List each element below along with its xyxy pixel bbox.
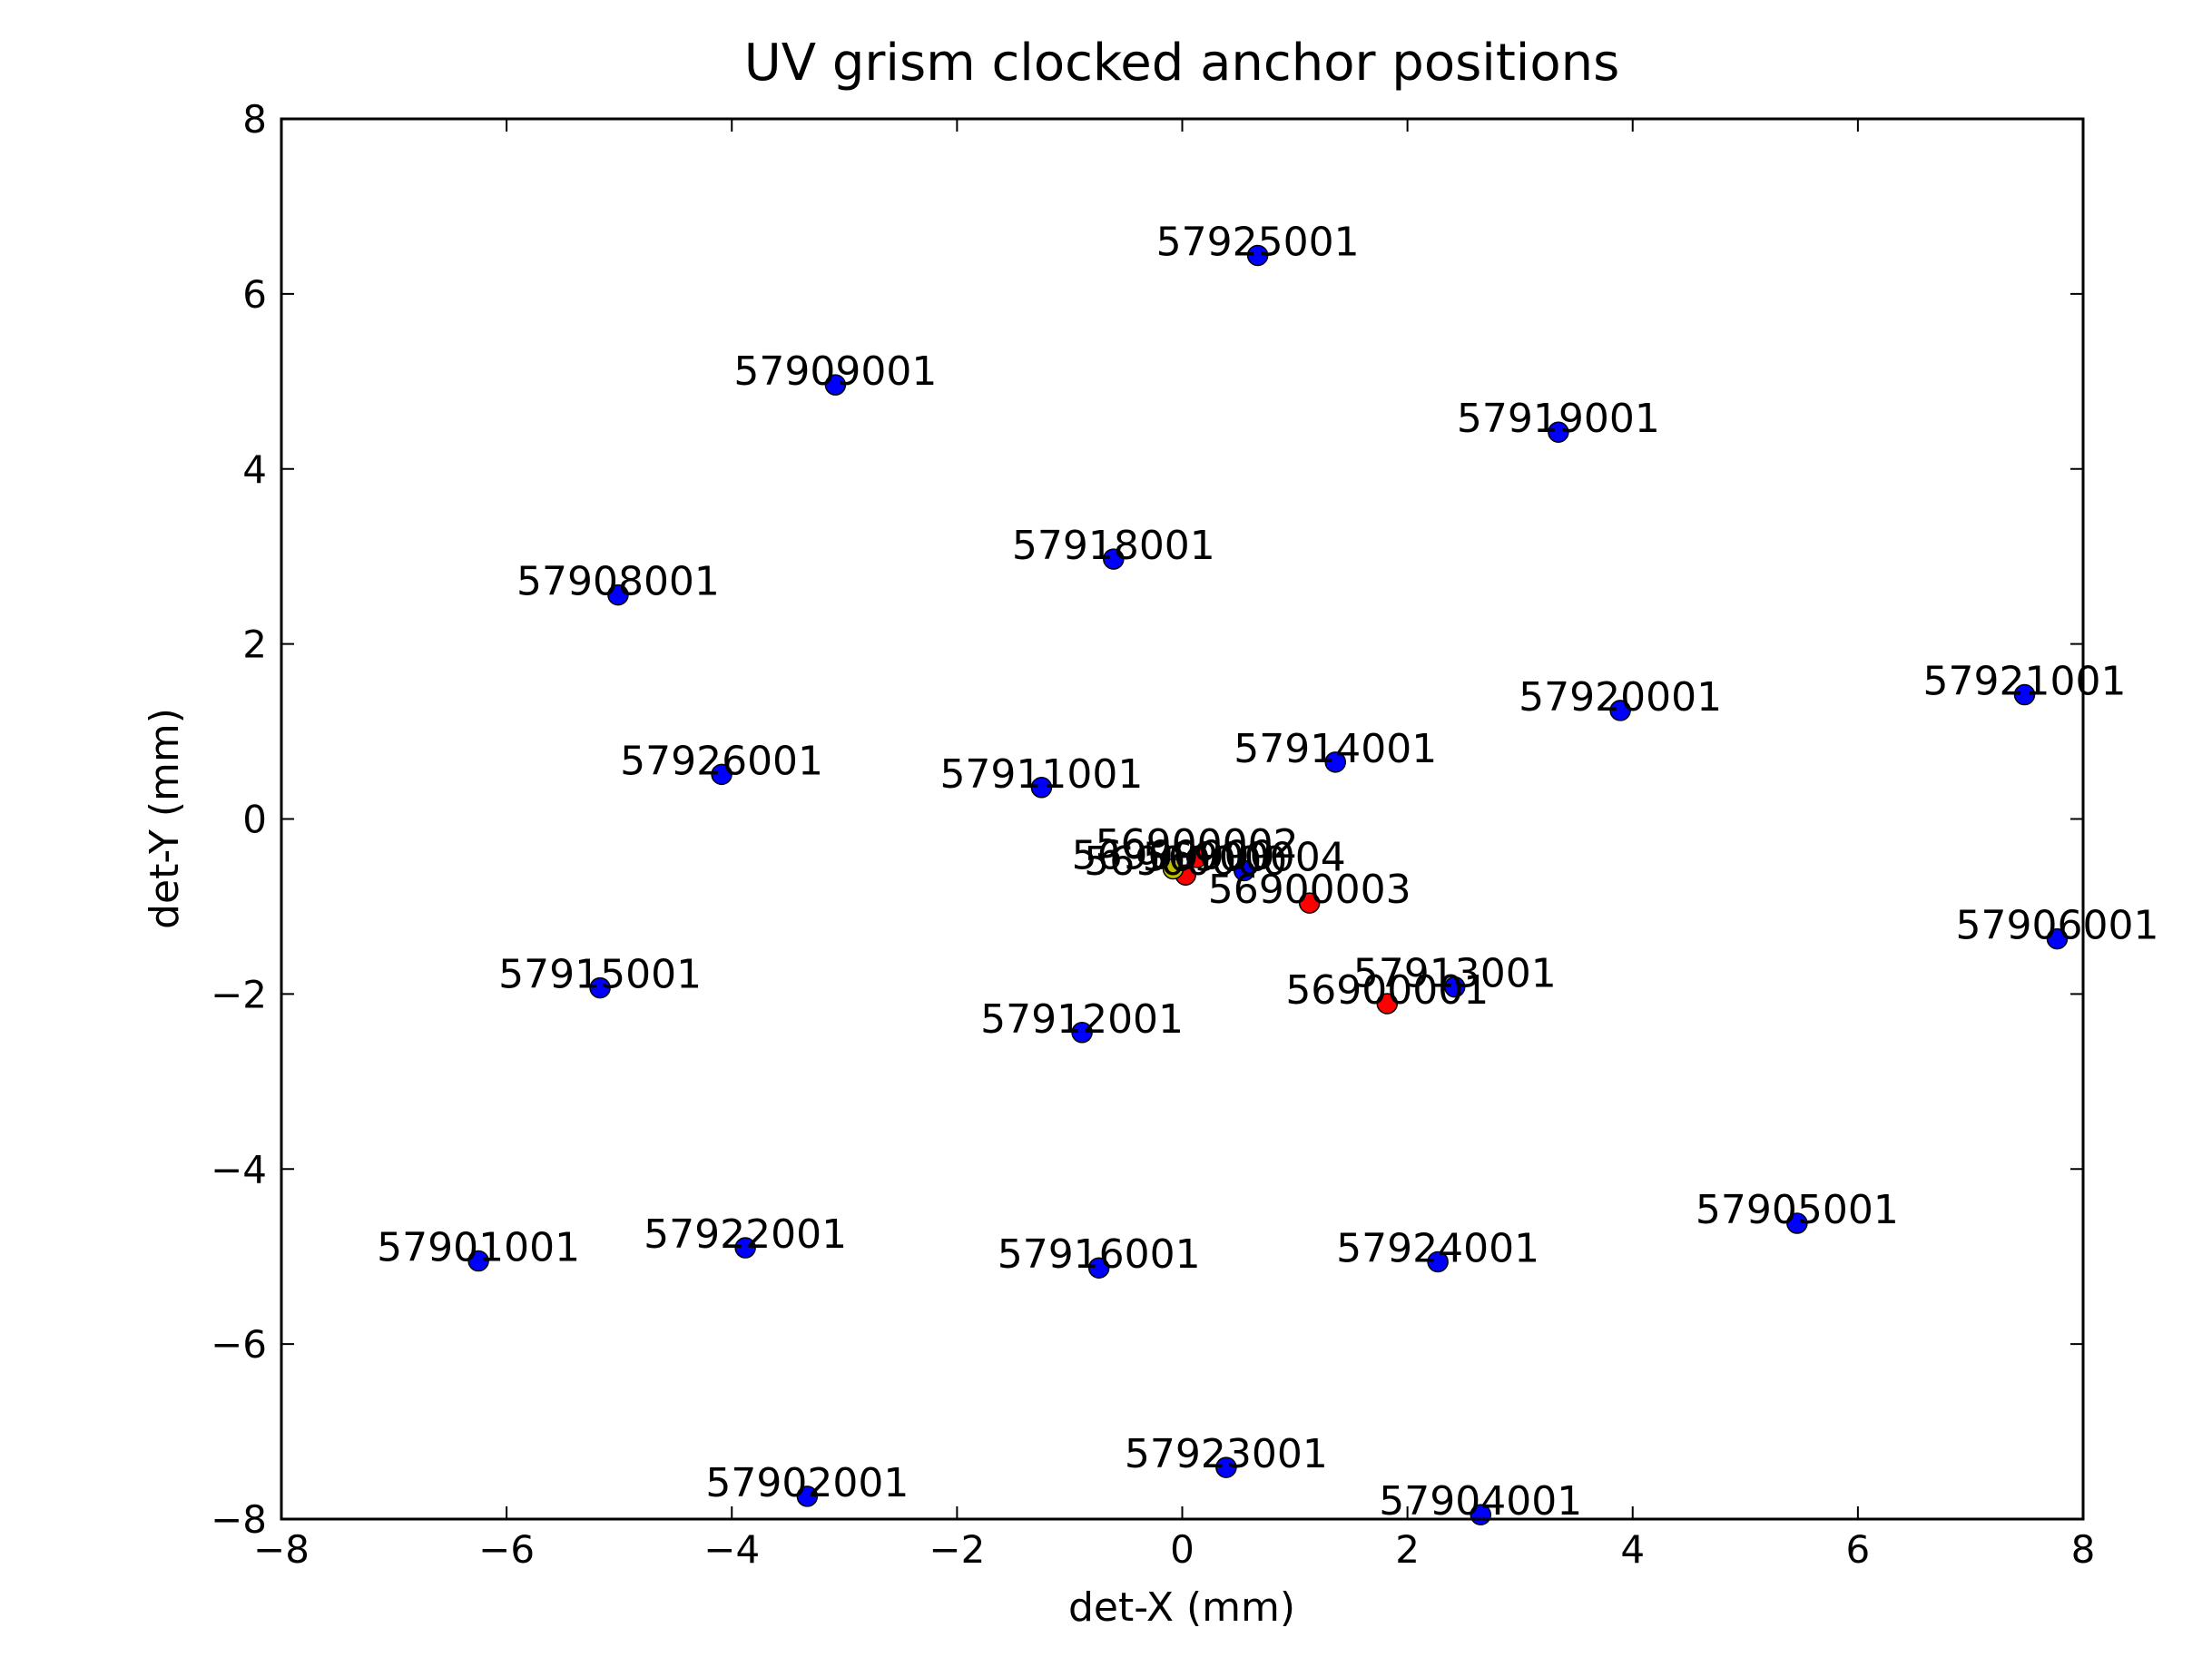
y-tick-label: 0 [242, 798, 267, 842]
point [1246, 244, 1269, 267]
point [1376, 993, 1399, 1015]
point-label: 57922001 [644, 1211, 847, 1258]
y-tick-label: −6 [211, 1322, 267, 1367]
y-tick-label: 6 [242, 272, 267, 317]
y-tick-label: −8 [211, 1497, 267, 1542]
point [2013, 683, 2036, 706]
x-tick-label: 2 [1395, 1527, 1420, 1572]
point-label: 56900001 [1285, 967, 1489, 1014]
y-tick-label: −4 [211, 1147, 267, 1191]
point-label: 57918001 [1012, 523, 1215, 569]
plot-frame [280, 117, 2085, 1521]
y-axis-label: det-Y (mm) [142, 708, 188, 929]
point [1233, 859, 1255, 882]
point-label: 57902001 [705, 1460, 909, 1506]
point-label: 57915001 [498, 952, 702, 998]
point [1185, 847, 1208, 868]
point-label: 56900000 [1084, 838, 1287, 885]
y-tick-label: 8 [242, 97, 267, 142]
point [796, 1486, 819, 1507]
point [1786, 1212, 1808, 1234]
y-tick-label: 2 [242, 623, 267, 667]
point [2046, 927, 2069, 950]
point-label: 57925001 [1156, 219, 1360, 265]
point [607, 583, 629, 606]
point-label: 57923001 [1125, 1431, 1328, 1477]
x-tick-label: 0 [1170, 1527, 1194, 1572]
point-label: 57926001 [620, 738, 823, 784]
y-tick-label: 4 [242, 447, 267, 492]
point [734, 1237, 756, 1259]
x-tick-label: 6 [1846, 1527, 1871, 1572]
point [1548, 421, 1569, 443]
point-label: 57924001 [1336, 1225, 1539, 1271]
point-label: 57906001 [1955, 903, 2158, 949]
point-label: 57908001 [516, 559, 720, 605]
point [824, 374, 847, 396]
point-label: 57904001 [1379, 1478, 1582, 1525]
point [1087, 1257, 1110, 1279]
point-label: 57914001 [1234, 726, 1437, 772]
point-label: 57909001 [733, 348, 937, 395]
point-label: 57911001 [939, 751, 1143, 798]
point-label: 57921001 [1923, 659, 2127, 705]
x-tick-label: 4 [1620, 1527, 1645, 1572]
plot-area: 57925001 57909001 57919001 57918001 57908001… [377, 219, 2158, 1525]
point-label: 56900002 [1096, 821, 1299, 868]
point [711, 763, 732, 786]
point [1103, 548, 1125, 570]
point-label: 57912001 [980, 996, 1184, 1043]
point-label: 56900004 [1143, 834, 1346, 880]
point-label: 57901001 [377, 1225, 580, 1271]
point-label: 56900000 [1072, 832, 1275, 878]
point-label: 57916001 [998, 1231, 1201, 1278]
point [1324, 751, 1346, 773]
y-tick-label: −2 [211, 972, 267, 1016]
point [1443, 976, 1466, 998]
x-axis-label: det-X (mm) [1068, 1584, 1295, 1631]
x-tick-label: 8 [2071, 1527, 2096, 1572]
point [1427, 1250, 1449, 1273]
point [1609, 700, 1631, 721]
point [1162, 858, 1185, 880]
point [467, 1250, 489, 1272]
point [1298, 892, 1321, 914]
point [1030, 777, 1053, 799]
point-label: 57913001 [1353, 951, 1557, 997]
chart-title: UV grism clocked anchor positions [744, 34, 1620, 93]
point-label: 57919001 [1457, 396, 1660, 442]
point [1215, 1456, 1237, 1478]
x-tick-label: −6 [478, 1527, 535, 1572]
point-label: 57920001 [1519, 674, 1722, 721]
x-tick-label: −2 [929, 1527, 985, 1572]
x-tick-label: −4 [703, 1527, 760, 1572]
x-tick-label: −8 [253, 1527, 310, 1572]
point [589, 976, 611, 999]
point [1071, 1022, 1093, 1044]
point-label: 57905001 [1696, 1187, 1899, 1233]
point-label: 56900003 [1208, 867, 1411, 913]
